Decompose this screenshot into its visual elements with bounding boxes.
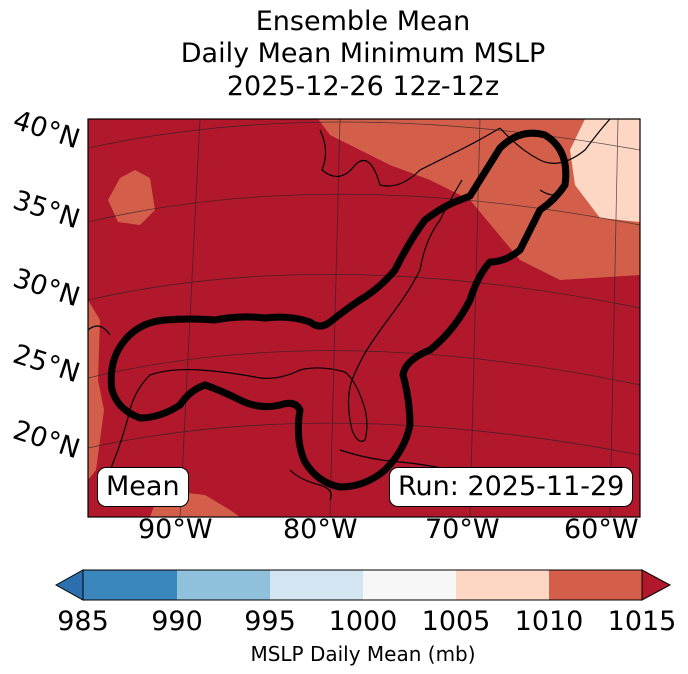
run-date-box: Run: 2025-11-29 xyxy=(389,467,634,507)
lon-label-70w: 70°W xyxy=(425,514,500,545)
lon-label-80w: 80°W xyxy=(283,514,358,545)
lon-label-90w: 90°W xyxy=(138,514,213,545)
colorbar-bin-1005 xyxy=(456,570,549,600)
colorbar-extend-low xyxy=(54,569,84,601)
colorbar-tick-990: 990 xyxy=(151,606,203,637)
title-line-3: 2025-12-26 12z-12z xyxy=(226,71,500,102)
colorbar-bin-990 xyxy=(177,570,270,600)
mean-label-box: Mean xyxy=(97,467,189,507)
title-line-2: Daily Mean Minimum MSLP xyxy=(180,38,546,69)
pressure-field-1010-north xyxy=(318,119,640,280)
pressure-field-1005 xyxy=(570,119,640,222)
map-frame xyxy=(87,118,641,518)
low-pressure-contour xyxy=(107,129,570,491)
colorbar-tick-985: 985 xyxy=(57,606,109,637)
colorbar-extend-high xyxy=(641,569,672,601)
pressure-field-1010-southwest xyxy=(88,300,104,480)
colorbar-tick-1005: 1005 xyxy=(421,606,491,637)
colorbar-tick-1015: 1015 xyxy=(607,606,677,637)
colorbar-bin-1000 xyxy=(363,570,456,600)
colorbar-bin-1010 xyxy=(549,570,642,600)
lon-label-60w: 60°W xyxy=(564,514,639,545)
title-line-1: Ensemble Mean xyxy=(255,6,471,37)
colorbar-tick-1010: 1010 xyxy=(514,606,584,637)
colorbar xyxy=(54,569,672,601)
colorbar-label: MSLP Daily Mean (mb) xyxy=(250,642,476,666)
colorbar-tick-1000: 1000 xyxy=(328,606,398,637)
pressure-field-1010-blob xyxy=(108,170,155,225)
colorbar-tick-995: 995 xyxy=(244,606,296,637)
colorbar-bin-985 xyxy=(83,570,177,600)
colorbar-bin-995 xyxy=(270,570,363,600)
